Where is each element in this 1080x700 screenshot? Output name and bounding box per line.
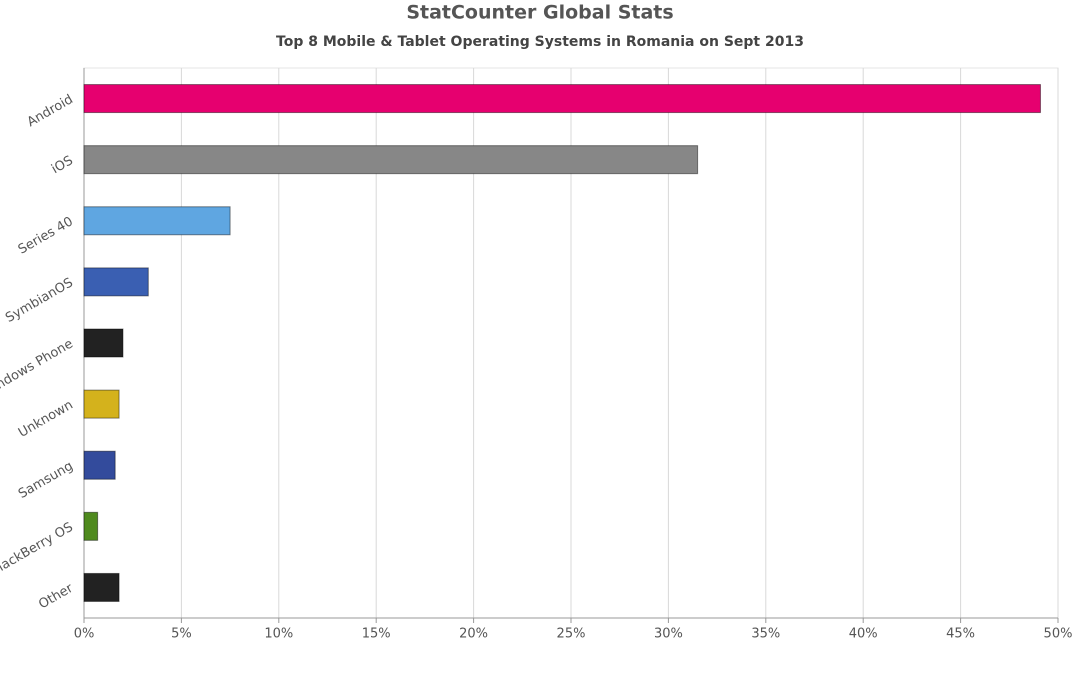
y-tick-label: Unknown (16, 398, 76, 441)
chart-title: StatCounter Global Stats (406, 2, 673, 24)
y-tick-label: SymbianOS (3, 275, 76, 326)
bar (83, 389, 120, 419)
y-tick-label: Windows Phone (0, 337, 76, 401)
bar (83, 328, 124, 358)
bar (83, 145, 699, 175)
y-tick-label: BlackBerry OS (0, 520, 76, 579)
x-tick-label: 20% (459, 627, 488, 642)
x-tick-label: 35% (751, 627, 780, 642)
y-tick-label: iOS (49, 153, 76, 177)
x-tick-label: 5% (171, 627, 192, 642)
bar (83, 450, 116, 480)
x-tick-label: 45% (946, 627, 975, 642)
bar (83, 511, 99, 541)
x-tick-label: 10% (264, 627, 293, 642)
bar (83, 84, 1041, 114)
y-tick-label: Samsung (16, 459, 76, 502)
x-tick-label: 40% (849, 627, 878, 642)
x-tick-label: 15% (362, 627, 391, 642)
x-tick-label: 30% (654, 627, 683, 642)
y-tick-label: Series 40 (16, 214, 76, 257)
x-tick-label: 25% (557, 627, 586, 642)
bar (83, 267, 149, 297)
x-tick-label: 50% (1044, 627, 1073, 642)
y-tick-label: Android (25, 92, 76, 130)
x-tick-label: 0% (74, 627, 95, 642)
bar (83, 206, 231, 236)
chart-subtitle: Top 8 Mobile & Tablet Operating Systems … (276, 34, 804, 50)
bar (83, 572, 120, 602)
y-tick-label: Other (36, 581, 76, 613)
